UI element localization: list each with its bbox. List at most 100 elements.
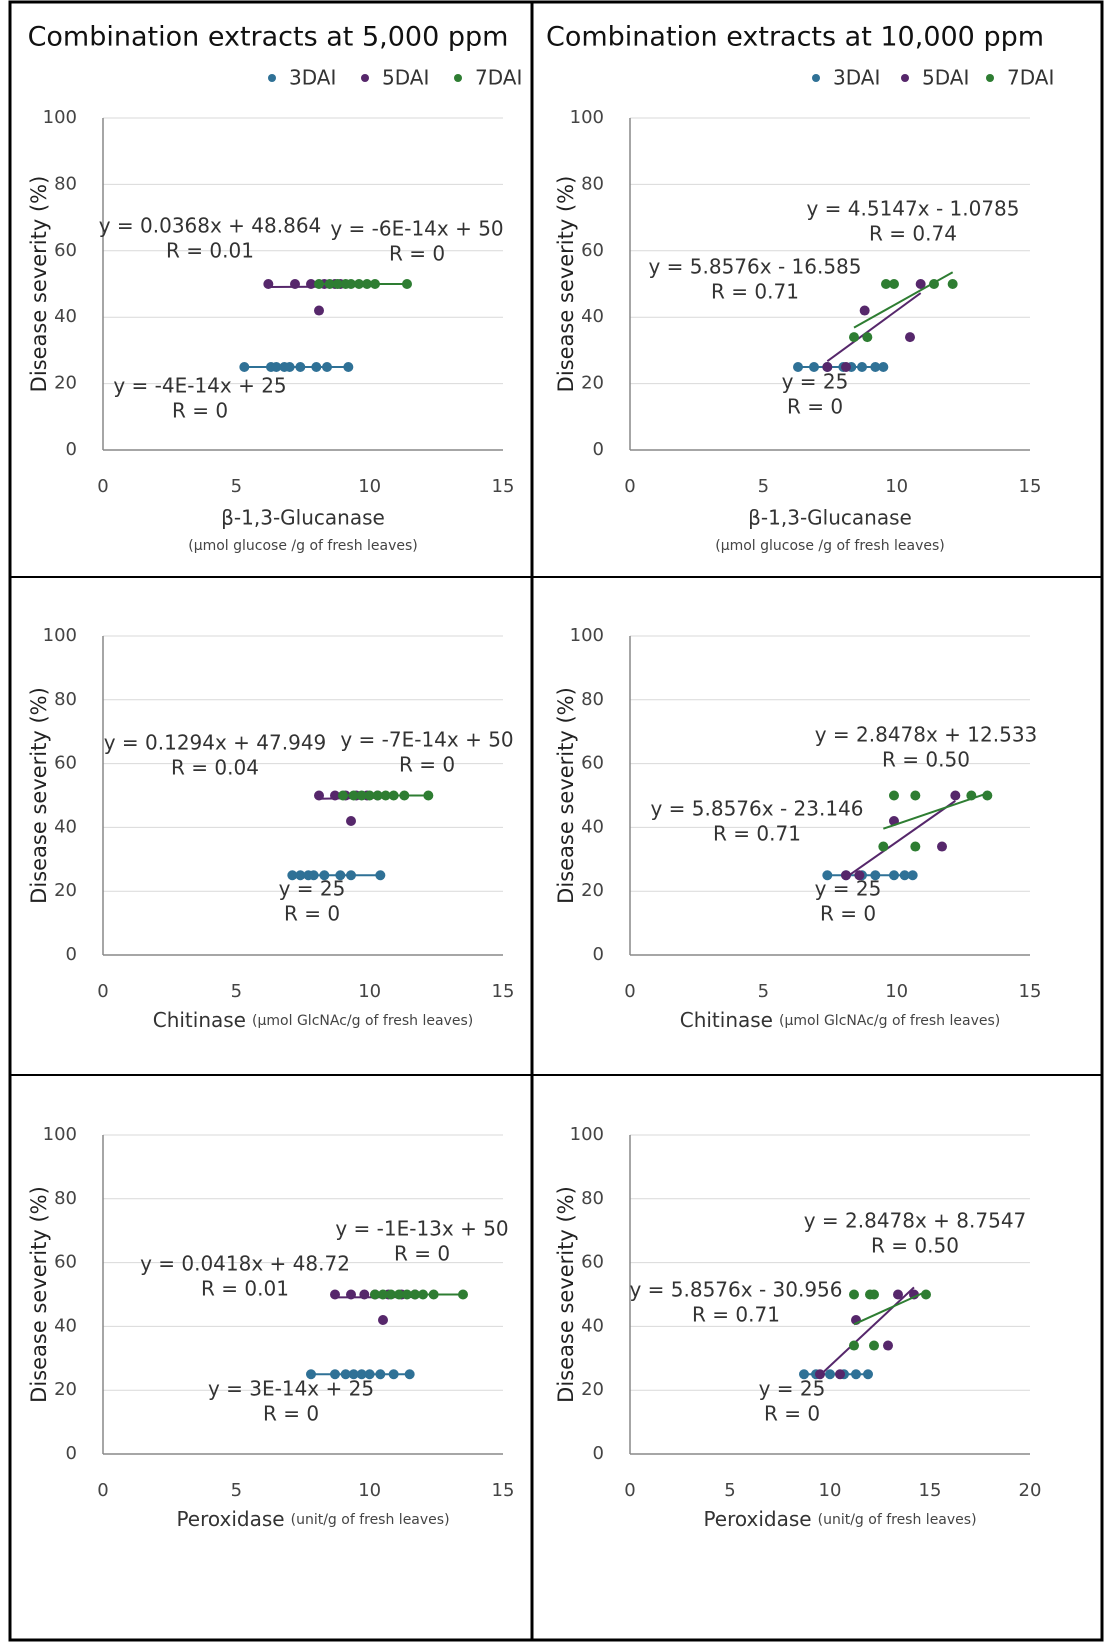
y-tick-label: 40: [581, 1315, 604, 1336]
x-tick-label: 0: [97, 981, 108, 1002]
point: [402, 279, 412, 289]
y-tick-label: 80: [54, 689, 77, 710]
point: [378, 1315, 388, 1326]
x-tick-label: 5: [231, 981, 242, 1002]
point: [354, 279, 364, 289]
legend-label: 7DAI: [475, 66, 522, 90]
point: [370, 1289, 380, 1300]
point: [809, 362, 819, 372]
trend-equation: y = 25: [782, 370, 849, 394]
trendline: [819, 1286, 915, 1376]
point: [893, 1289, 903, 1300]
point: [815, 1369, 825, 1380]
trend-equation: y = 4.5147x - 1.0785: [806, 197, 1019, 221]
point: [870, 870, 881, 881]
trend-equation: y = 2.8478x + 12.533: [815, 723, 1038, 747]
point: [869, 1340, 879, 1351]
point: [822, 870, 833, 881]
point: [330, 1289, 340, 1300]
point: [308, 870, 319, 881]
point: [881, 279, 891, 289]
y-tick-label: 100: [43, 107, 77, 128]
point: [870, 362, 881, 372]
x-tick-label: 15: [492, 1480, 515, 1501]
point: [386, 1289, 396, 1300]
point: [239, 362, 250, 372]
trend-r: R = 0: [394, 1242, 450, 1266]
x-axis-unit: (µmol GlcNAc/g of fresh leaves): [252, 1013, 473, 1029]
x-tick-label: 15: [492, 476, 515, 497]
trend-equation: y = 25: [759, 1377, 826, 1401]
point: [910, 790, 921, 801]
point: [362, 279, 372, 289]
x-axis-unit: (unit/g of fresh leaves): [291, 1512, 450, 1528]
x-tick-label: 0: [97, 476, 108, 497]
y-axis-label: Disease severity (%): [554, 176, 578, 393]
point: [356, 790, 367, 801]
trendline: [845, 800, 956, 879]
y-tick-label: 40: [581, 816, 604, 837]
x-axis-label: Peroxidase (unit/g of fresh leaves): [176, 1507, 449, 1531]
point: [851, 1369, 861, 1380]
point: [966, 790, 977, 801]
y-tick-label: 20: [581, 880, 604, 901]
point: [889, 279, 899, 289]
trend-r: R = 0.01: [166, 239, 254, 263]
x-axis-title: Chitinase: [680, 1008, 773, 1032]
legend-marker: [268, 74, 276, 82]
trend-r: R = 0.74: [869, 222, 957, 246]
x-axis-unit: (unit/g of fresh leaves): [818, 1512, 977, 1528]
trend-r: R = 0: [263, 1402, 319, 1426]
trend-r: R = 0: [787, 395, 843, 419]
trend-equation: y = 3E-14x + 25: [208, 1377, 374, 1401]
x-tick-label: 5: [231, 1480, 242, 1501]
point: [346, 279, 356, 289]
legend-label: 5DAI: [922, 66, 969, 90]
x-tick-label: 15: [1019, 476, 1042, 497]
trend-r: R = 0.71: [713, 822, 801, 846]
x-tick-label: 10: [358, 476, 381, 497]
x-tick-label: 15: [919, 1480, 942, 1501]
trend-r: R = 0.50: [882, 748, 970, 772]
legend-label: 3DAI: [833, 66, 880, 90]
trend-equation: y = 5.8576x - 23.146: [650, 797, 863, 821]
y-axis-label: Disease severity (%): [27, 1186, 51, 1403]
y-tick-label: 80: [54, 173, 77, 194]
point: [346, 870, 356, 881]
x-tick-label: 10: [885, 476, 908, 497]
trend-r: R = 0: [820, 902, 876, 926]
y-axis-label: Disease severity (%): [554, 687, 578, 904]
point: [854, 870, 865, 881]
point: [982, 790, 993, 801]
point: [314, 279, 324, 289]
x-axis-label: Chitinase (µmol GlcNAc/g of fresh leaves…: [153, 1008, 474, 1032]
y-tick-label: 80: [581, 1188, 604, 1209]
y-tick-label: 0: [66, 944, 77, 965]
y-tick-label: 20: [54, 880, 77, 901]
point: [428, 1289, 439, 1300]
trendline: [826, 292, 922, 362]
point: [793, 362, 803, 372]
point: [423, 790, 434, 801]
trend-r: R = 0.50: [871, 1234, 959, 1258]
point: [878, 362, 889, 372]
x-tick-label: 10: [358, 981, 381, 1002]
point: [905, 332, 915, 343]
trend-equation: y = -1E-13x + 50: [335, 1217, 508, 1241]
trend-r: R = 0: [389, 242, 445, 266]
point: [375, 870, 386, 881]
point: [356, 1369, 367, 1380]
point: [340, 1369, 351, 1380]
point: [324, 279, 335, 289]
y-tick-label: 40: [54, 306, 77, 327]
point: [295, 362, 306, 372]
point: [348, 790, 359, 801]
y-tick-label: 60: [54, 240, 77, 261]
y-axis-label: Disease severity (%): [27, 687, 51, 904]
point: [862, 332, 873, 343]
point: [332, 279, 343, 289]
point: [306, 279, 316, 289]
point: [330, 1369, 340, 1380]
x-axis-title: Chitinase: [153, 1008, 246, 1032]
y-axis-label: Disease severity (%): [27, 176, 51, 393]
